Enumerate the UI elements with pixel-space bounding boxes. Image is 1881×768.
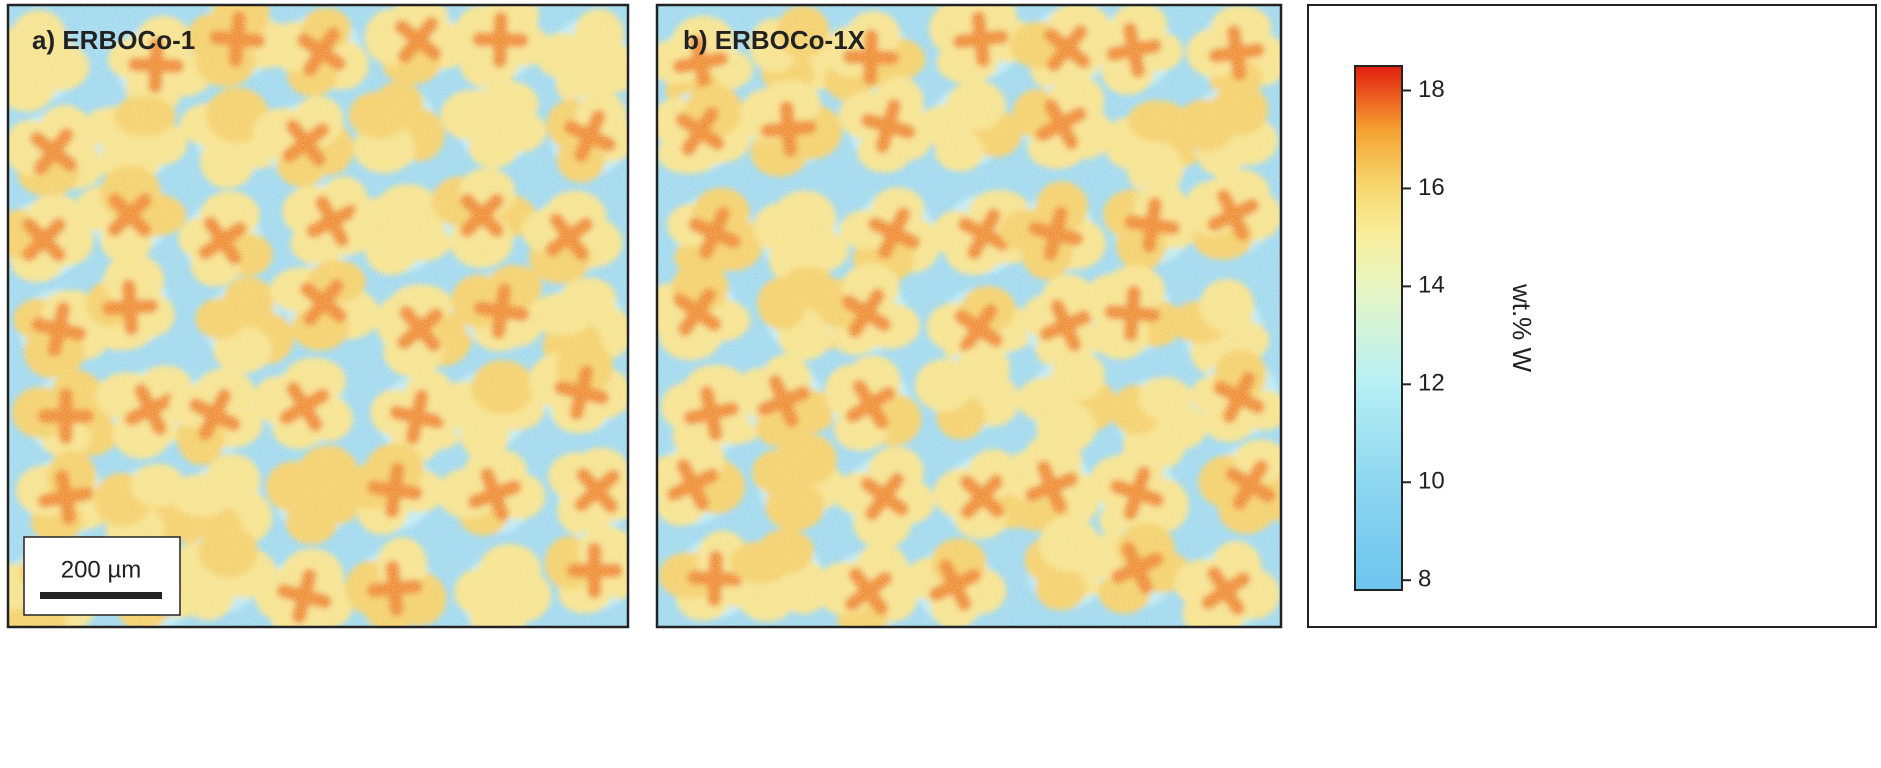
maps xyxy=(9,6,1280,626)
speckle xyxy=(658,6,1280,626)
colorbar: 8 10 12 14 16 18 wt.% W xyxy=(1354,65,1537,593)
scale-bar-box xyxy=(23,536,181,616)
scale-bar-label: 200 µm xyxy=(61,556,142,583)
colorbar-tick-label: 12 xyxy=(1418,370,1445,397)
panel-frame xyxy=(6,3,630,629)
scale-bar xyxy=(40,592,162,599)
element-map xyxy=(9,6,627,626)
colorbar-tick-label: 16 xyxy=(1418,174,1445,201)
panel-label: b) ERBOCo-1X xyxy=(683,25,866,55)
element-map xyxy=(658,6,1280,626)
colorbar-scale xyxy=(1354,65,1403,591)
colorbar-tick-label: 14 xyxy=(1418,272,1445,299)
colorbar-tick-label: 8 xyxy=(1418,566,1431,593)
speckle xyxy=(9,6,627,626)
panel-label: a) ERBOCo-1 xyxy=(32,25,195,55)
colorbar-tick-label: 18 xyxy=(1418,76,1445,103)
colorbar-tick-label: 10 xyxy=(1418,468,1445,495)
panel-frame xyxy=(655,3,1283,629)
colorbar-label: wt.% W xyxy=(1507,283,1537,373)
